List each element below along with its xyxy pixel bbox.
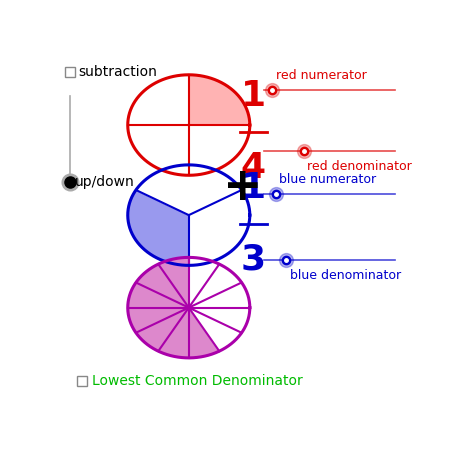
Polygon shape bbox=[189, 257, 219, 308]
Polygon shape bbox=[136, 308, 189, 351]
Polygon shape bbox=[128, 283, 189, 308]
Polygon shape bbox=[189, 308, 242, 351]
Text: up/down: up/down bbox=[75, 175, 135, 189]
Text: blue numerator: blue numerator bbox=[279, 173, 377, 186]
Polygon shape bbox=[128, 75, 189, 125]
Text: red denominator: red denominator bbox=[307, 160, 412, 173]
Text: red numerator: red numerator bbox=[276, 69, 367, 82]
Polygon shape bbox=[136, 264, 189, 308]
Text: blue denominator: blue denominator bbox=[290, 269, 401, 282]
Polygon shape bbox=[128, 125, 189, 176]
FancyBboxPatch shape bbox=[65, 67, 75, 77]
Polygon shape bbox=[189, 190, 250, 266]
Polygon shape bbox=[158, 257, 189, 308]
Polygon shape bbox=[128, 190, 189, 266]
Polygon shape bbox=[189, 283, 250, 308]
Text: +: + bbox=[223, 165, 263, 210]
Polygon shape bbox=[189, 308, 250, 333]
Polygon shape bbox=[189, 308, 219, 358]
Text: 3: 3 bbox=[241, 243, 266, 277]
Polygon shape bbox=[189, 75, 250, 125]
Text: subtraction: subtraction bbox=[78, 65, 157, 79]
Text: 1: 1 bbox=[241, 171, 266, 205]
Polygon shape bbox=[136, 165, 242, 215]
Text: Lowest Common Denominator: Lowest Common Denominator bbox=[92, 374, 303, 388]
Polygon shape bbox=[158, 308, 189, 358]
Text: 4: 4 bbox=[241, 151, 266, 185]
FancyBboxPatch shape bbox=[77, 376, 87, 386]
Polygon shape bbox=[189, 264, 242, 308]
Text: 1: 1 bbox=[241, 79, 266, 113]
Polygon shape bbox=[128, 308, 189, 333]
Polygon shape bbox=[189, 125, 250, 176]
